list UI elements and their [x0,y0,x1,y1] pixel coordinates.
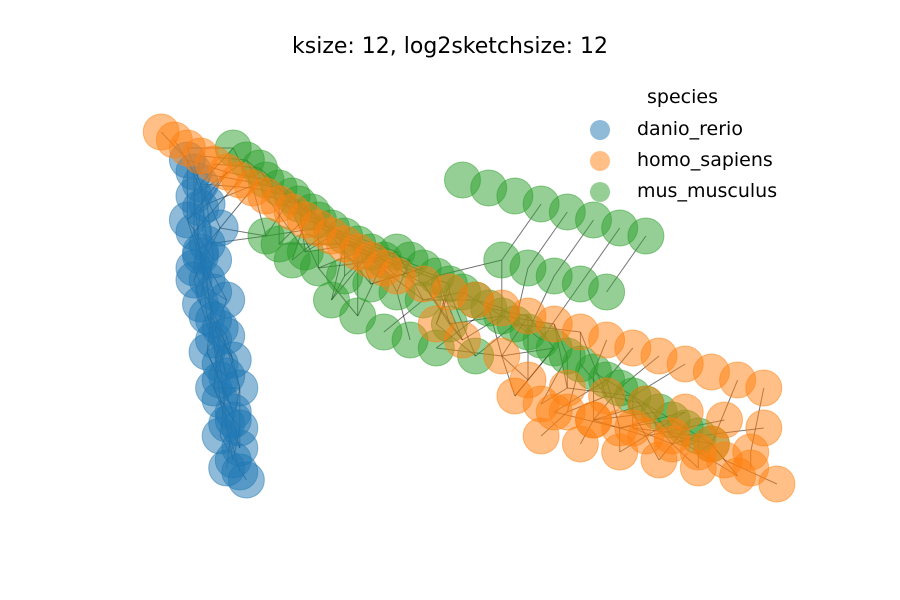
legend-item-mus-musculus: mus_musculus [585,176,815,207]
node-danio-rerio-39 [208,317,246,355]
node-mus-musculus-51 [588,273,626,311]
nodes-layer [142,113,796,503]
legend-item-homo-sapiens: homo_sapiens [585,145,815,176]
node-danio-rerio-37 [175,261,213,299]
legend-item-danio-rerio: danio_rerio [585,114,815,145]
node-homo-sapiens-61 [692,425,730,463]
node-danio-rerio-28 [227,461,265,499]
node-mus-musculus-67 [260,225,298,263]
node-mus-musculus-46 [627,217,665,255]
node-homo-sapiens-58 [575,401,612,439]
legend-label-danio-rerio: danio_rerio [637,118,743,140]
legend-label-homo-sapiens: homo_sapiens [637,149,773,171]
node-homo-sapiens-65 [417,305,455,343]
legend-title: species [647,86,718,108]
node-homo-sapiens-32 [745,369,783,407]
node-homo-sapiens-56 [758,465,796,503]
legend-marker-danio-rerio [590,119,610,140]
node-homo-sapiens-63 [483,337,521,375]
node-danio-rerio-40 [221,409,259,447]
node-danio-rerio-35 [188,185,226,223]
node-danio-rerio-41 [201,361,239,399]
legend: species danio_rerio homo_sapiens mus_mus… [585,86,815,207]
node-homo-sapiens-60 [653,417,691,455]
node-homo-sapiens-59 [614,409,652,447]
node-homo-sapiens-43 [509,361,547,399]
legend-marker-mus-musculus [590,181,610,202]
node-homo-sapiens-62 [732,433,770,471]
legend-marker-homo-sapiens [590,150,610,171]
legend-label-mus-musculus: mus_musculus [637,180,778,202]
node-homo-sapiens-57 [535,393,573,431]
chart-title: ksize: 12, log2sketchsize: 12 [292,34,608,59]
